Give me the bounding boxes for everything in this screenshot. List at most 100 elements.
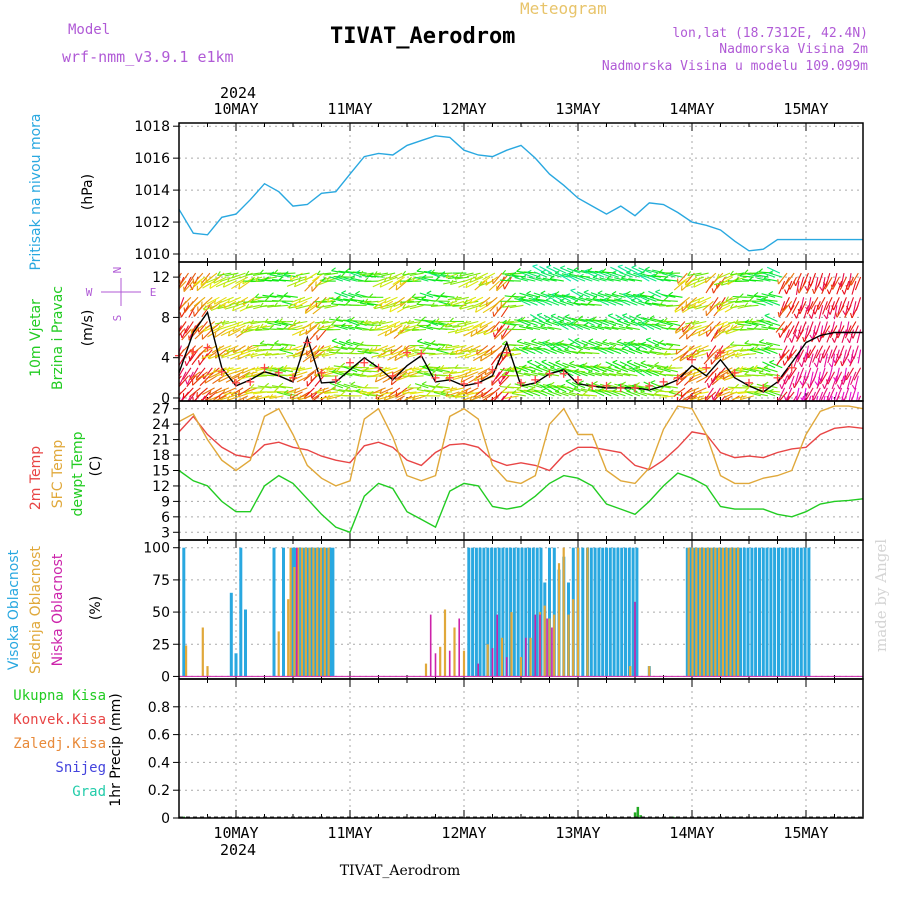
wind-barb-flag (305, 329, 308, 335)
wind-barb-flag (592, 274, 598, 278)
wind-barb (514, 366, 529, 373)
wind-barb (614, 366, 629, 373)
wind-barb-flag (522, 345, 528, 349)
wind-barb (528, 276, 543, 282)
wind-barb (685, 371, 700, 377)
wind-barb (609, 373, 624, 377)
wind-barb-flag (622, 313, 628, 316)
y-tick-label: 4 (161, 351, 170, 367)
wind-barb (604, 326, 619, 331)
wind-barb-flag (176, 404, 178, 409)
wind-barb (823, 353, 828, 368)
wind-barb (329, 297, 344, 302)
wind-barb (709, 296, 719, 310)
wind-barb-flag (826, 395, 830, 401)
wind-barb (381, 272, 396, 277)
wind-barb (294, 387, 308, 394)
wind-barb-flag (254, 293, 260, 298)
wind-barb-flag (209, 283, 212, 289)
wind-barb (499, 375, 510, 387)
wind-barb-flag (693, 282, 696, 288)
wind-barb (480, 353, 493, 362)
wind-barb (389, 272, 403, 280)
wind-barb (204, 345, 218, 353)
wind-barb-flag (227, 277, 231, 283)
wind-barb (552, 299, 567, 306)
wind-barb-flag (530, 386, 536, 390)
wind-barb (377, 329, 391, 337)
wind-barb (666, 304, 681, 308)
wind-barb (452, 345, 467, 350)
wind-barb (433, 294, 448, 298)
wind-barb-flag (668, 345, 673, 350)
wind-barb-flag (250, 384, 255, 389)
wind-barb-flag (378, 352, 383, 358)
wind-barb (656, 367, 671, 373)
wind-barb (564, 316, 579, 323)
precip-legend-entry: Zaledj.Kisa (13, 736, 106, 752)
wind-barb (232, 325, 246, 333)
wind-barb (465, 280, 479, 289)
wind-barb (445, 391, 460, 397)
wind-barb (243, 296, 256, 306)
wind-barb-flag (440, 345, 445, 351)
wind-barb (820, 387, 828, 401)
wind-barb (500, 368, 514, 373)
wind-barb (214, 329, 227, 338)
wind-barb (571, 381, 586, 389)
wind-barb (661, 327, 676, 331)
wind-barb-flag (808, 314, 813, 319)
wind-barb-flag (836, 353, 840, 359)
cloud-bar-srednja-oblacnost (308, 547, 311, 677)
cloud-bar-visoka-oblacnost (509, 547, 513, 677)
day-labels-top: 10MAY 11MAY 12MAY 13MAY 14MAY 15MAY (213, 100, 828, 118)
cloud-bar-srednja-oblacnost (702, 547, 705, 677)
wind-barb (621, 366, 636, 373)
wind-barb (314, 353, 329, 357)
y-tick-label: 15 (152, 464, 170, 480)
wind-barb (329, 382, 344, 389)
wind-barb (465, 387, 479, 395)
cloud-bar-srednja-oblacnost (553, 614, 556, 677)
wind-barb (507, 320, 522, 324)
wind-barb-flag (340, 343, 346, 348)
wind-barb-flag (649, 348, 655, 352)
wind-barb (533, 292, 548, 298)
wind-barb-flag (375, 393, 378, 400)
wind-barb-flag (394, 355, 397, 361)
cloud-bar-niska-oblacnost (296, 547, 298, 677)
wind-barb-flag (716, 392, 720, 398)
wind-barb (602, 320, 617, 327)
wind-barb-flag (592, 316, 597, 321)
wind-barb (206, 276, 220, 284)
wind-barb (768, 326, 783, 331)
wind-barb (850, 387, 857, 401)
wind-barb-flag (541, 388, 547, 392)
wind-barb (355, 347, 370, 351)
wind-barb (343, 277, 358, 282)
wind-barb (569, 322, 584, 330)
wind-barb-flag (549, 381, 555, 386)
wind-barb-flag (550, 365, 555, 369)
wind-barb-flag (587, 386, 593, 390)
wind-barb-flag (321, 277, 326, 282)
wind-barb (554, 272, 569, 278)
wind-barb (243, 320, 258, 324)
wind-barb (472, 321, 486, 329)
wind-barb-flag (536, 345, 542, 349)
wind-barb (645, 387, 659, 393)
wind-barb-flag (269, 325, 274, 330)
wind-barb (464, 353, 479, 359)
wind-barb (564, 295, 579, 302)
wind-barb (184, 276, 192, 290)
wind-barb (768, 390, 783, 397)
wind-barb-flag (582, 391, 588, 396)
wind-barb-flag (226, 395, 231, 401)
wind-barb (808, 345, 816, 359)
wind-barb (309, 300, 322, 309)
wind-barb (183, 387, 194, 399)
wind-barb (668, 273, 683, 278)
wind-barb-flag (516, 386, 522, 391)
wind-barb-flag (293, 319, 297, 325)
wind-barb (765, 390, 780, 393)
